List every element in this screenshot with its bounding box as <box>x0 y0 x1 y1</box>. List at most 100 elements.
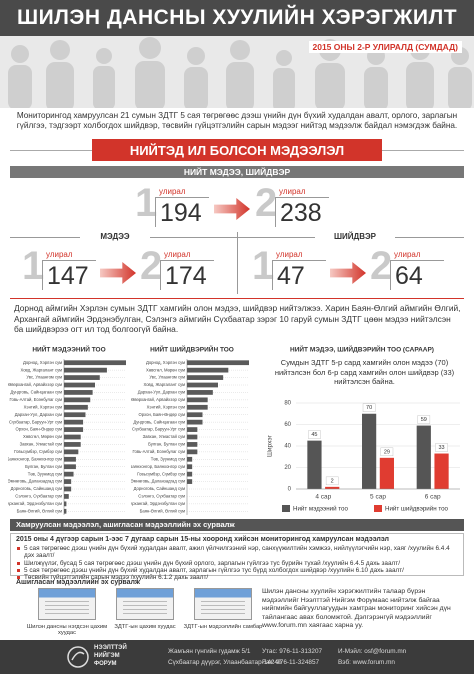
bar <box>187 412 203 418</box>
category-label: Булган, Булган сум <box>25 464 62 469</box>
coverage-box <box>10 533 464 576</box>
decisions-label: ШИЙДВЭР <box>315 232 395 241</box>
sources: Шилэн дансны нэгдсэн цахим хуудас ЗДТГ-ын… <box>10 588 262 636</box>
value-label: 45 <box>311 432 317 438</box>
stat-frame <box>160 260 214 290</box>
chart-title: НИЙТ ШИЙДВЭРИЙН ТОО <box>150 345 234 354</box>
bar <box>64 434 81 440</box>
people <box>8 37 472 108</box>
category-label: Завхан, Улиастай сум <box>20 442 63 447</box>
bar <box>64 419 84 425</box>
footer-phone: Fax: 976-11-324857 <box>262 659 320 666</box>
bar <box>187 397 208 403</box>
bar <box>64 375 100 380</box>
legend-swatch <box>282 505 290 512</box>
chart-title: НИЙТ МЭДЭЭ, ШИЙДВЭРИЙН ТОО (САРААР) <box>290 345 434 354</box>
thumb-content <box>45 601 89 615</box>
footer <box>0 640 474 674</box>
quarter-digit: 1 <box>22 244 45 288</box>
footer-logo <box>67 646 89 668</box>
quarter-digit: 2 <box>370 244 393 288</box>
chart-decisions: НИЙТ ШИЙДВЭРИЙН ТОО Дорнод, Хэрлэн сум Хөв… <box>131 345 249 515</box>
bar <box>187 360 249 366</box>
bar <box>187 375 224 380</box>
category-label: Сэлэнгэ, Сүхбаатар сум <box>15 494 62 499</box>
category-label: Дорнод, Хэрлэн сум <box>23 360 62 365</box>
silhouettes <box>8 37 472 108</box>
bar <box>187 479 193 484</box>
finding-rule <box>10 298 464 299</box>
bar <box>187 427 198 432</box>
title: ШИЛЭН ДАНСНЫ ХУУЛИЙН ХЭРЭГЖИЛТ <box>16 6 458 29</box>
coverage-period: 2015 оны 4 дүгээр сарын 1-ээс 7 дугаар с… <box>16 536 389 543</box>
value-label-box <box>435 443 448 452</box>
quarter-word: улирал <box>164 250 191 259</box>
category-label: Баян-Өлгий, Өлгий сум <box>140 508 185 513</box>
bullet <box>17 561 20 565</box>
bar <box>416 425 431 489</box>
quarter-digit: 1 <box>135 181 158 225</box>
quarter-word: улирал <box>394 250 421 259</box>
category-label: Хэнтий, Хэрлэн сум <box>24 404 62 409</box>
x-tick-label: 4 сар <box>315 494 331 501</box>
value-label: 70 <box>366 405 372 411</box>
source-thumb <box>116 588 174 620</box>
title-band <box>0 0 474 36</box>
bar <box>64 360 126 366</box>
category-label: Ховд, Жаргалант сум <box>143 382 185 387</box>
org-name: ФОРУМ <box>94 661 117 667</box>
quarter-word: улирал <box>46 250 73 259</box>
bar <box>64 508 67 514</box>
bar <box>64 494 69 499</box>
bar <box>64 501 67 507</box>
category-label: Архангай, Эрдэнэбулган сум <box>8 501 62 506</box>
bar <box>64 442 81 447</box>
bar <box>64 382 95 388</box>
bar <box>187 434 198 440</box>
coverage-heading: Хамруулсан мэдээлэл, ашигласан мэдээллий… <box>16 520 235 529</box>
bar <box>362 413 377 489</box>
stat-frame <box>155 197 209 227</box>
coverage-item: 5 сая төгрөгөөс дээш үнийн дүн бүхий худ… <box>16 545 460 560</box>
quarter-digit: 2 <box>255 181 278 225</box>
stat-frame <box>275 197 329 227</box>
y-tick-label: 0 <box>288 487 292 493</box>
category-label: Говь-Алтай, Есөнбулаг сум <box>133 449 186 454</box>
category-label: Баянхонгор, Баянхонгор сум <box>131 464 185 469</box>
bar <box>64 464 76 470</box>
more-info: Шилэн дансны хуулийн хэрэгжилтийн талаар… <box>262 588 451 630</box>
y-tick-label: 60 <box>284 422 291 428</box>
category-label: Хөвсгөл, Мөрөн сум <box>23 434 62 439</box>
quarter-word: улирал <box>276 250 303 259</box>
intro: Мониторингод хамруулсан 21 сумын ЗДТГ 5 … <box>16 111 458 130</box>
legend-swatch <box>374 505 382 512</box>
chart-news: НИЙТ МЭДЭЭНИЙ ТОО Дорнод, Хэрлэн сум Ховд,… <box>8 345 126 515</box>
divider-vertical <box>237 232 238 294</box>
stat: 1 улирал 47 <box>252 244 326 294</box>
x-tick-label: 6 сар <box>425 494 441 501</box>
category-label: Төв, Зуунмод сум <box>28 471 62 476</box>
bar <box>187 456 193 462</box>
bar <box>64 390 93 395</box>
stat-value: 174 <box>165 262 207 290</box>
value-label: 2 <box>331 478 334 484</box>
stat: 1 улирал 194 <box>135 181 209 231</box>
source-caption: ЗДТГ-ын мэдээллийн самбар <box>183 624 263 630</box>
value-label-box <box>308 430 321 439</box>
source-thumb <box>194 588 252 620</box>
stat-value: 64 <box>395 262 423 290</box>
category-label: Ховд, Жаргалант сум <box>20 367 62 372</box>
bullet <box>17 568 20 572</box>
bullet <box>17 576 20 580</box>
category-label: Говьсүмбэр, Сүмбэр сум <box>14 449 62 454</box>
category-label: Баян-Өлгий, Өлгий сум <box>17 508 62 513</box>
bar <box>187 390 213 395</box>
y-tick-label: 80 <box>284 401 291 407</box>
value-label-box <box>417 415 431 424</box>
category-label: Завхан, Улиастай сум <box>143 434 186 439</box>
quarter-word: улирал <box>279 187 306 196</box>
bar <box>434 453 449 489</box>
footer-cols: НЭЭЛТТЭЙ НИЙГЭМ ФОРУМ Жамъян гүнгийн гудамж… <box>0 640 474 674</box>
bar <box>64 456 76 462</box>
